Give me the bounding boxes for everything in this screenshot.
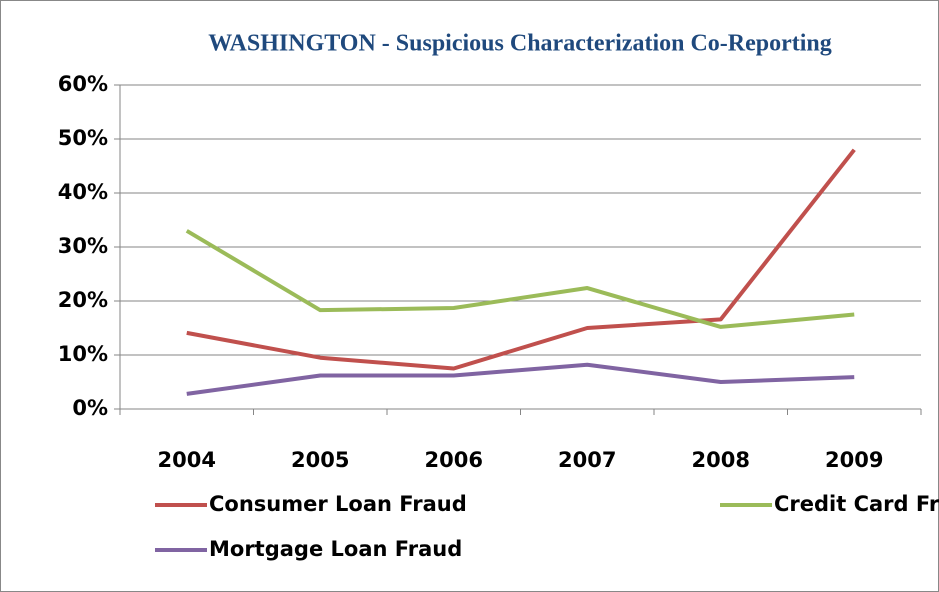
- legend-label: Credit Card Fraud: [774, 492, 939, 516]
- series-line: [186, 148, 856, 371]
- series-line: [186, 362, 855, 396]
- legend-label: Mortgage Loan Fraud: [209, 537, 462, 561]
- x-tick-label: 2009: [825, 448, 883, 472]
- y-tick-label: 0%: [72, 396, 108, 420]
- x-tick-label: 2005: [291, 448, 349, 472]
- y-tick-label: 10%: [58, 342, 108, 366]
- legend-label: Consumer Loan Fraud: [209, 492, 467, 516]
- y-tick-label: 50%: [58, 126, 108, 150]
- x-tick-label: 2004: [158, 448, 216, 472]
- chart-title: WASHINGTON - Suspicious Characterization…: [208, 31, 832, 57]
- y-tick-label: 30%: [58, 234, 108, 258]
- x-tick-label: 2008: [692, 448, 750, 472]
- x-tick-label: 2007: [558, 448, 616, 472]
- x-tick-label: 2006: [425, 448, 483, 472]
- series-line: [185, 229, 855, 329]
- y-tick-label: 20%: [58, 288, 108, 312]
- y-tick-label: 40%: [58, 180, 108, 204]
- y-tick-label: 60%: [58, 72, 108, 96]
